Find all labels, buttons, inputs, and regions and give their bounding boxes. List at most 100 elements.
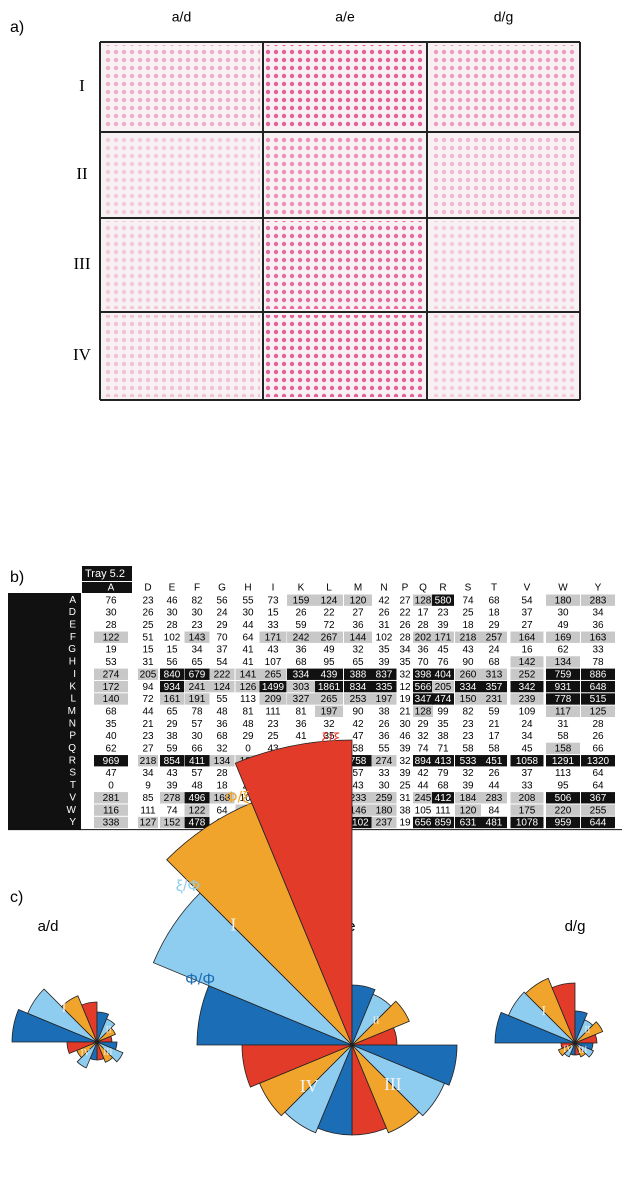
cell: 126 xyxy=(240,682,257,693)
cell: 44 xyxy=(242,620,254,631)
cell: 281 xyxy=(103,793,120,804)
cell: 252 xyxy=(519,669,536,680)
array-spots xyxy=(266,315,424,397)
cell: 36 xyxy=(352,620,364,631)
cell: 43 xyxy=(267,645,279,656)
cell: 143 xyxy=(189,632,206,643)
cell: 404 xyxy=(435,669,452,680)
page: {"panel_a":{"label":"a)","columns":["a/d… xyxy=(0,0,638,1185)
quadrant-label: II xyxy=(584,1025,590,1035)
cell: 33 xyxy=(592,645,604,656)
cell: 23 xyxy=(462,731,474,742)
chart-title: d/g xyxy=(565,918,586,935)
column-label: a/d xyxy=(172,9,191,25)
cell: 18 xyxy=(488,608,500,619)
cell: 36 xyxy=(417,645,429,656)
cell: 27 xyxy=(352,608,364,619)
cell: 43 xyxy=(352,781,364,792)
cell: 26 xyxy=(378,719,390,730)
cell: 70 xyxy=(417,657,429,668)
cell: 27 xyxy=(142,744,154,755)
cell: 41 xyxy=(295,731,307,742)
column-header tc: D xyxy=(144,583,151,594)
cell: 218 xyxy=(140,756,157,767)
cell: 58 xyxy=(557,731,569,742)
cell: 36 xyxy=(378,731,390,742)
row-label: III xyxy=(74,254,91,273)
cell: 656 xyxy=(415,818,432,829)
cell: 859 xyxy=(435,818,452,829)
cell: 55 xyxy=(242,595,254,606)
cell: 29 xyxy=(216,620,228,631)
cell: 17 xyxy=(417,608,429,619)
cell: 58 xyxy=(352,744,364,755)
cell: 1078 xyxy=(516,818,539,829)
cell: 74 xyxy=(166,805,178,816)
cell: 837 xyxy=(376,669,393,680)
cell: 39 xyxy=(462,781,474,792)
cell: 36 xyxy=(295,719,307,730)
panel-label: a) xyxy=(10,19,24,36)
cell: 29 xyxy=(242,731,254,742)
cell: 278 xyxy=(164,793,181,804)
column-header tc: M xyxy=(354,583,362,594)
cell: 1058 xyxy=(516,756,539,767)
array-spots xyxy=(430,45,577,129)
cell: 342 xyxy=(519,682,536,693)
cell: 102 xyxy=(164,632,181,643)
cell: 57 xyxy=(352,768,364,779)
cell: 79 xyxy=(437,768,449,779)
row-header: W xyxy=(67,805,77,816)
cell: 51 xyxy=(142,632,154,643)
cell: 59 xyxy=(488,706,500,717)
cell: 894 xyxy=(415,756,432,767)
cell: 42 xyxy=(352,719,364,730)
cell: 283 xyxy=(590,595,607,606)
cell: 34 xyxy=(399,645,411,656)
column-label: d/g xyxy=(494,9,513,25)
cell: 128 xyxy=(415,595,432,606)
cell: 113 xyxy=(555,768,571,779)
cell: 124 xyxy=(321,595,338,606)
cell: 24 xyxy=(216,608,228,619)
cell: 0 xyxy=(245,744,251,755)
cell: 27 xyxy=(521,620,533,631)
column-header tc: H xyxy=(244,583,251,594)
cell: 338 xyxy=(103,818,120,829)
array-spots xyxy=(266,45,424,129)
column-header tc: Q xyxy=(419,583,427,594)
column-header tc: N xyxy=(380,583,387,594)
cell: 65 xyxy=(352,657,364,668)
cell: 169 xyxy=(555,632,572,643)
cell: 22 xyxy=(323,608,335,619)
cell: 34 xyxy=(191,645,203,656)
cell: 107 xyxy=(265,657,282,668)
cell: 161 xyxy=(164,694,181,705)
row-header: I xyxy=(73,669,76,680)
cell: 28 xyxy=(399,632,411,643)
cell: 28 xyxy=(166,620,178,631)
cell: 218 xyxy=(460,632,477,643)
cell: 54 xyxy=(521,595,533,606)
cell: 28 xyxy=(592,719,604,730)
cell: 73 xyxy=(267,595,279,606)
cell: 33 xyxy=(267,620,279,631)
cell: 85 xyxy=(142,793,154,804)
cell: 109 xyxy=(519,706,536,717)
cell: 347 xyxy=(415,694,432,705)
row-header: T xyxy=(70,780,76,791)
row-header: M xyxy=(68,706,76,717)
cell: 144 xyxy=(350,632,367,643)
cell: 245 xyxy=(415,793,432,804)
cell: 125 xyxy=(590,706,607,717)
cell: 59 xyxy=(295,620,307,631)
array-spots xyxy=(430,135,577,215)
cell: 25 xyxy=(142,620,154,631)
row-header: F xyxy=(70,632,76,643)
cell: 164 xyxy=(519,632,536,643)
cell: 124 xyxy=(214,682,231,693)
array-spots xyxy=(103,221,260,309)
cell: 36 xyxy=(592,620,604,631)
cell: 934 xyxy=(164,682,181,693)
cell: 74 xyxy=(417,744,429,755)
